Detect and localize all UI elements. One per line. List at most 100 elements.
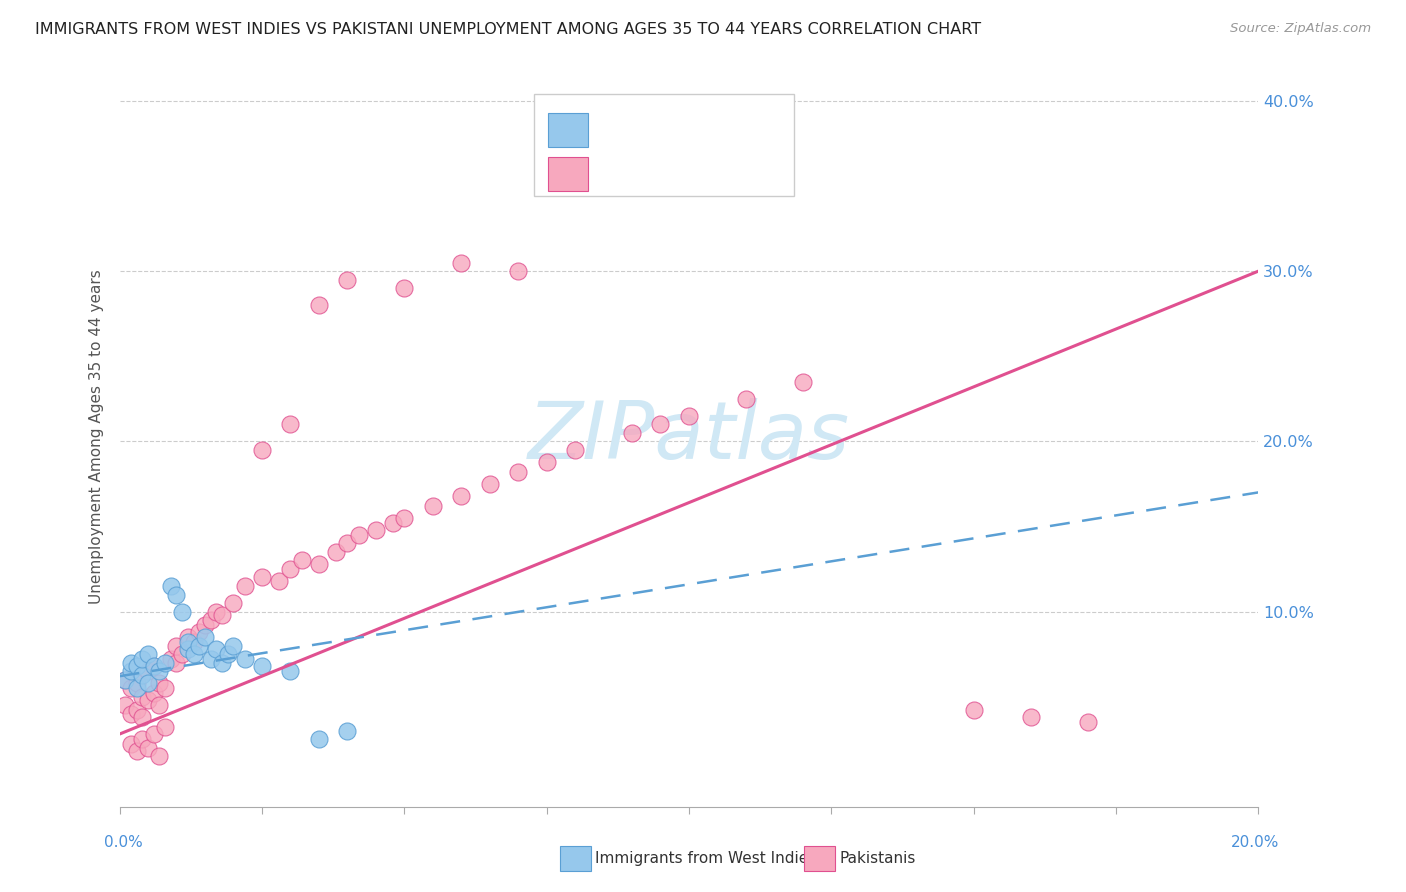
- Point: [508, 264, 530, 278]
- Point: [422, 499, 444, 513]
- Point: [205, 605, 228, 619]
- Point: [678, 409, 700, 423]
- Point: [291, 553, 314, 567]
- Point: [131, 667, 153, 681]
- Text: 0.526: 0.526: [641, 166, 689, 181]
- Point: [205, 642, 228, 657]
- Point: [125, 744, 148, 758]
- Point: [136, 664, 159, 678]
- Point: [211, 656, 233, 670]
- Point: [564, 442, 586, 457]
- Point: [120, 706, 142, 721]
- Point: [153, 656, 176, 670]
- Point: [336, 723, 359, 738]
- Point: [148, 749, 170, 764]
- Point: [188, 639, 211, 653]
- Text: 67: 67: [747, 166, 768, 181]
- Point: [177, 642, 200, 657]
- Point: [508, 465, 530, 479]
- Point: [308, 298, 330, 312]
- Text: R =: R =: [599, 166, 633, 181]
- Text: N =: N =: [704, 166, 738, 181]
- Point: [183, 635, 205, 649]
- Text: IMMIGRANTS FROM WEST INDIES VS PAKISTANI UNEMPLOYMENT AMONG AGES 35 TO 44 YEARS : IMMIGRANTS FROM WEST INDIES VS PAKISTANI…: [35, 22, 981, 37]
- Point: [120, 737, 142, 751]
- Point: [222, 596, 245, 610]
- Point: [136, 647, 159, 661]
- Point: [142, 686, 165, 700]
- Point: [148, 698, 170, 713]
- Point: [188, 624, 211, 639]
- Point: [364, 523, 387, 537]
- Point: [136, 693, 159, 707]
- Text: 20.0%: 20.0%: [1232, 836, 1279, 850]
- Point: [142, 727, 165, 741]
- Point: [120, 664, 142, 678]
- Point: [735, 392, 758, 406]
- Point: [194, 618, 217, 632]
- Point: [125, 703, 148, 717]
- Point: [308, 557, 330, 571]
- Point: [166, 639, 188, 653]
- Point: [280, 417, 302, 432]
- Point: [153, 720, 176, 734]
- Text: Source: ZipAtlas.com: Source: ZipAtlas.com: [1230, 22, 1371, 36]
- Point: [131, 690, 153, 704]
- Point: [200, 652, 222, 666]
- Point: [142, 659, 165, 673]
- Point: [450, 489, 472, 503]
- Point: [222, 639, 245, 653]
- Point: [308, 732, 330, 747]
- Point: [159, 652, 181, 666]
- Point: [381, 516, 404, 530]
- Point: [336, 536, 359, 550]
- Point: [394, 281, 416, 295]
- Point: [183, 647, 205, 661]
- Point: [250, 659, 273, 673]
- Point: [114, 698, 136, 713]
- Point: [131, 732, 153, 747]
- Point: [963, 703, 986, 717]
- Text: N =: N =: [704, 122, 738, 137]
- Point: [650, 417, 672, 432]
- Point: [136, 676, 159, 690]
- Point: [114, 673, 136, 687]
- Point: [478, 476, 501, 491]
- Point: [177, 630, 200, 644]
- Text: Immigrants from West Indies: Immigrants from West Indies: [595, 851, 815, 865]
- Point: [142, 659, 165, 673]
- Point: [136, 740, 159, 755]
- Text: R =: R =: [599, 122, 633, 137]
- Point: [131, 652, 153, 666]
- Point: [177, 635, 200, 649]
- Point: [114, 673, 136, 687]
- Point: [233, 579, 256, 593]
- Point: [267, 574, 290, 588]
- Point: [233, 652, 256, 666]
- Text: ZIPatlas: ZIPatlas: [527, 398, 851, 476]
- Text: 0.0%: 0.0%: [104, 836, 143, 850]
- Point: [125, 659, 148, 673]
- Point: [148, 676, 170, 690]
- Point: [166, 587, 188, 601]
- Point: [120, 681, 142, 695]
- Point: [394, 511, 416, 525]
- Point: [336, 273, 359, 287]
- Point: [194, 630, 217, 644]
- Point: [217, 647, 239, 661]
- Point: [153, 681, 176, 695]
- Point: [1019, 710, 1042, 724]
- Point: [172, 605, 194, 619]
- Point: [172, 647, 194, 661]
- Point: [280, 562, 302, 576]
- Point: [148, 664, 170, 678]
- Point: [120, 656, 142, 670]
- Point: [250, 442, 273, 457]
- Point: [325, 545, 347, 559]
- Text: 0.150: 0.150: [641, 122, 689, 137]
- Text: 15: 15: [747, 122, 768, 137]
- Point: [125, 681, 148, 695]
- Point: [125, 676, 148, 690]
- Y-axis label: Unemployment Among Ages 35 to 44 years: Unemployment Among Ages 35 to 44 years: [89, 269, 104, 605]
- Point: [250, 570, 273, 584]
